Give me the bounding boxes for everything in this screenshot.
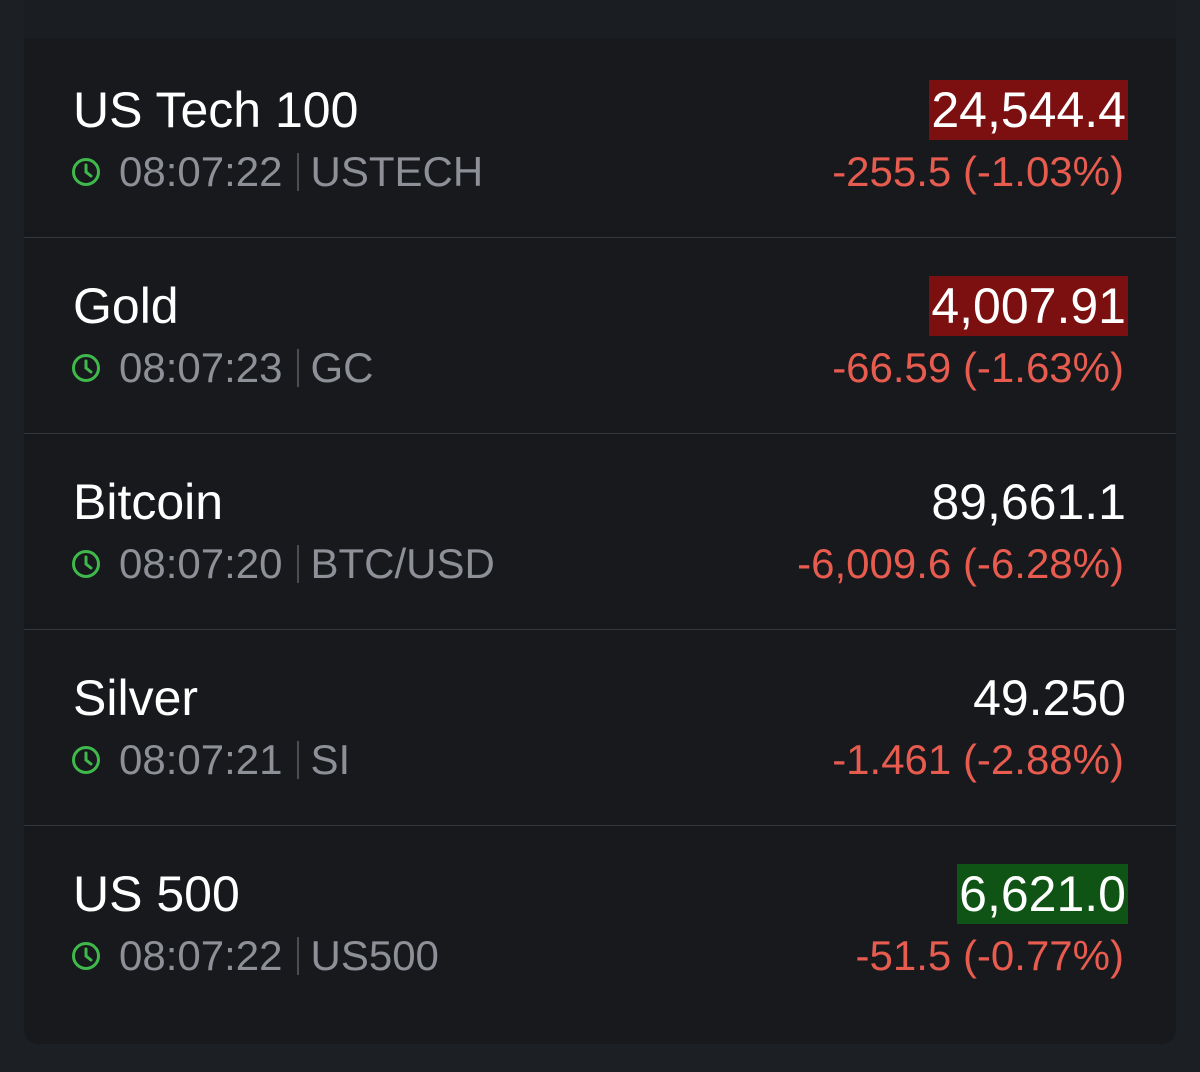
- update-time: 08:07:23: [119, 344, 283, 391]
- price-change: -1.461 (-2.88%): [832, 736, 1124, 783]
- instrument-meta: 08:07:23 GC: [71, 344, 374, 391]
- instrument-name: Silver: [73, 670, 199, 726]
- instrument-name: Gold: [73, 278, 179, 334]
- instrument-symbol: SI: [310, 736, 351, 783]
- instrument-meta: 08:07:22 US500: [71, 932, 439, 979]
- top-strip: [24, 0, 1176, 38]
- watchlist-row[interactable]: US Tech 100 08:07:22 USTECH 24,544.4 -25…: [24, 42, 1176, 238]
- price-change: -66.59 (-1.63%): [832, 344, 1124, 391]
- watchlist-row[interactable]: Silver 08:07:21 SI 49.250 -1.461 (-2.88%…: [24, 630, 1176, 826]
- price-value: 4,007.91: [929, 276, 1128, 336]
- divider: [296, 741, 299, 779]
- price-value: 24,544.4: [929, 80, 1128, 140]
- price-change: -51.5 (-0.77%): [855, 932, 1124, 979]
- clock-icon: [72, 746, 100, 774]
- instrument-name: US Tech 100: [73, 82, 359, 138]
- instrument-meta: 08:07:21 SI: [71, 736, 351, 783]
- instrument-symbol: GC: [310, 344, 374, 391]
- price-change: -255.5 (-1.03%): [832, 148, 1124, 195]
- clock-icon: [72, 354, 100, 382]
- watchlist-row[interactable]: US 500 08:07:22 US500 6,621.0 -51.5 (-0.…: [24, 826, 1176, 1021]
- price-value: 6,621.0: [957, 864, 1128, 924]
- instrument-name: Bitcoin: [73, 474, 224, 530]
- clock-icon: [72, 942, 100, 970]
- price-value: 49.250: [973, 670, 1126, 726]
- update-time: 08:07:20: [119, 540, 283, 587]
- clock-icon: [72, 550, 100, 578]
- instrument-name: US 500: [73, 866, 240, 922]
- instrument-symbol: USTECH: [310, 148, 484, 195]
- watchlist-row[interactable]: Bitcoin 08:07:20 BTC/USD 89,661.1 -6,009…: [24, 434, 1176, 630]
- price-value: 89,661.1: [931, 474, 1126, 530]
- clock-icon: [72, 158, 100, 186]
- update-time: 08:07:21: [119, 736, 283, 783]
- watchlist-row[interactable]: Gold 08:07:23 GC 4,007.91 -66.59 (-1.63%…: [24, 238, 1176, 434]
- watchlist: US Tech 100 08:07:22 USTECH 24,544.4 -25…: [24, 42, 1176, 1021]
- divider: [296, 937, 299, 975]
- divider: [296, 349, 299, 387]
- update-time: 08:07:22: [119, 148, 283, 195]
- instrument-meta: 08:07:20 BTC/USD: [71, 540, 495, 587]
- divider: [296, 545, 299, 583]
- instrument-symbol: US500: [310, 932, 439, 979]
- watchlist-card: US Tech 100 08:07:22 USTECH 24,544.4 -25…: [24, 0, 1176, 1044]
- instrument-symbol: BTC/USD: [310, 540, 495, 587]
- update-time: 08:07:22: [119, 932, 283, 979]
- instrument-meta: 08:07:22 USTECH: [71, 148, 484, 195]
- price-change: -6,009.6 (-6.28%): [797, 540, 1124, 587]
- divider: [296, 153, 299, 191]
